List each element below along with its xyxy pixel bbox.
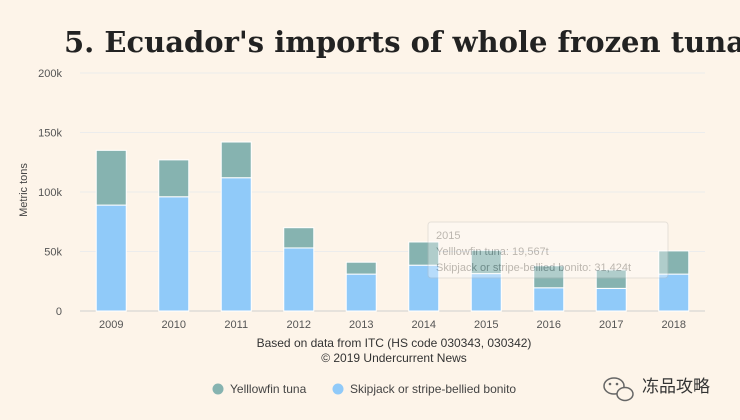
y-tick-label: 50k bbox=[44, 247, 62, 259]
bar-skipjack[interactable] bbox=[470, 273, 502, 312]
bar-yellowfin[interactable] bbox=[158, 159, 190, 198]
x-tick-label: 2016 bbox=[537, 319, 561, 331]
chart-title: 5. Ecuador's imports of whole frozen tun… bbox=[64, 25, 740, 59]
bar-yellowfin[interactable] bbox=[345, 261, 377, 275]
x-tick-label: 2015 bbox=[474, 319, 498, 331]
bar-yellowfin[interactable] bbox=[595, 269, 627, 289]
x-tick-label: 2013 bbox=[349, 319, 373, 331]
source-line-1: Based on data from ITC (HS code 030343, … bbox=[257, 336, 532, 350]
bar-yellowfin[interactable] bbox=[408, 241, 440, 266]
bar-skipjack[interactable] bbox=[533, 287, 565, 312]
x-tick-labels: 2009 2010 2011 2012 2013 2014 2015 2016 2017 2018 bbox=[99, 319, 686, 331]
x-tick-label: 2014 bbox=[412, 319, 436, 331]
y-axis-label: Metric tons bbox=[18, 163, 30, 217]
bar-skipjack[interactable] bbox=[658, 273, 690, 312]
bar-yellowfin[interactable] bbox=[658, 250, 690, 275]
y-tick-label: 150k bbox=[38, 128, 62, 140]
bar-skipjack[interactable] bbox=[408, 264, 440, 312]
y-tick-label: 0 bbox=[56, 306, 62, 318]
watermark-text: 冻品攻略 bbox=[642, 377, 710, 397]
tooltip-row-yellowfin: Yelllowfin tuna: 19,567t bbox=[436, 246, 549, 258]
bar-skipjack[interactable] bbox=[95, 204, 127, 312]
y-tick-label: 100k bbox=[38, 187, 62, 199]
legend-label[interactable]: Skipjack or stripe-bellied bonito bbox=[350, 382, 516, 396]
bar-skipjack[interactable] bbox=[220, 177, 252, 312]
bar-yellowfin[interactable] bbox=[283, 227, 315, 249]
watermark: 冻品攻略 bbox=[603, 377, 710, 402]
bar-skipjack[interactable] bbox=[158, 196, 190, 312]
y-tick-labels: 0 50k 100k 150k 200k bbox=[38, 68, 62, 318]
y-tick-label: 200k bbox=[38, 68, 62, 80]
bar-yellowfin[interactable] bbox=[95, 149, 127, 206]
tooltip-row-skipjack: Skipjack or stripe-bellied bonito: 31,42… bbox=[436, 262, 631, 274]
x-tick-label: 2017 bbox=[599, 319, 623, 331]
x-tick-label: 2009 bbox=[99, 319, 123, 331]
wechat-icon bbox=[603, 377, 634, 402]
bar-skipjack[interactable] bbox=[345, 273, 377, 312]
bar-skipjack[interactable] bbox=[283, 247, 315, 312]
bar-skipjack[interactable] bbox=[595, 287, 627, 312]
legend[interactable]: Yelllowfin tuna Skipjack or stripe-bellie… bbox=[212, 382, 517, 396]
x-tick-label: 2010 bbox=[162, 319, 186, 331]
bar-yellowfin[interactable] bbox=[220, 141, 252, 179]
tooltip-year: 2015 bbox=[436, 230, 460, 242]
legend-swatch[interactable] bbox=[212, 383, 224, 395]
tooltip-box bbox=[427, 221, 669, 279]
legend-swatch[interactable] bbox=[332, 383, 344, 395]
bar-yellowfin[interactable] bbox=[533, 265, 565, 289]
bars[interactable] bbox=[95, 141, 690, 312]
bar-yellowfin[interactable] bbox=[470, 249, 502, 275]
legend-label[interactable]: Yelllowfin tuna bbox=[230, 382, 307, 396]
x-tick-label: 2018 bbox=[662, 319, 686, 331]
source-line-2: © 2019 Undercurrent News bbox=[321, 351, 467, 365]
x-tick-label: 2011 bbox=[224, 319, 248, 331]
x-tick-label: 2012 bbox=[287, 319, 311, 331]
tooltip: 2015 Yelllowfin tuna: 19,567t Skipjack o… bbox=[427, 221, 669, 279]
